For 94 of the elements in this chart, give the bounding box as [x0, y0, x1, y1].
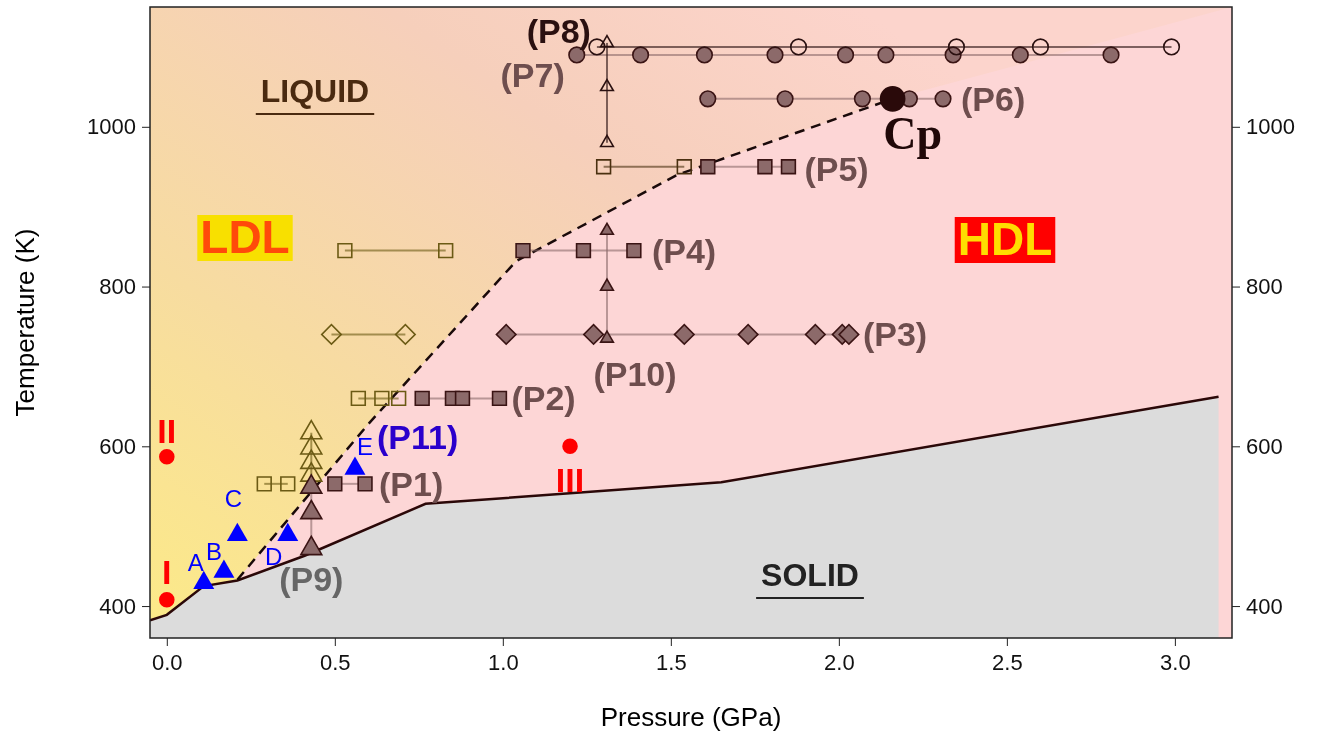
series-label: (P2) — [511, 379, 576, 418]
point — [934, 90, 952, 108]
point — [804, 323, 826, 346]
point — [599, 34, 615, 48]
point — [853, 90, 871, 108]
point — [1102, 46, 1120, 64]
point — [757, 159, 773, 175]
point — [1011, 46, 1029, 64]
x-tick-label: 2.0 — [824, 649, 855, 675]
point — [737, 323, 759, 346]
point — [676, 159, 692, 175]
y-axis-title: Temperature (K) — [10, 228, 40, 417]
annotation: D — [265, 542, 283, 570]
annotation: HDL — [957, 213, 1053, 265]
y-tick-label: 600 — [99, 433, 136, 459]
y2-tick-label: 600 — [1246, 433, 1283, 459]
point — [599, 330, 615, 343]
point — [838, 323, 860, 346]
point — [562, 438, 578, 455]
x-tick-label: 3.0 — [1160, 649, 1191, 675]
point — [1162, 38, 1181, 56]
point — [695, 46, 714, 64]
point — [491, 390, 508, 407]
y-tick-label: 800 — [99, 274, 136, 300]
annotation: B — [205, 537, 222, 565]
point — [159, 591, 175, 608]
y2-tick-label: 400 — [1246, 593, 1283, 619]
x-tick-label: 0.5 — [320, 649, 351, 675]
series-label: (P8) — [526, 11, 591, 50]
point — [159, 448, 175, 465]
point — [575, 242, 592, 259]
point — [879, 86, 906, 112]
point — [780, 159, 797, 175]
series-label: (P11) — [376, 417, 459, 456]
point — [673, 323, 695, 346]
series-label: (P5) — [804, 149, 869, 188]
point — [350, 390, 367, 407]
annotation: II — [157, 411, 177, 450]
annotation: LIQUID — [260, 73, 370, 109]
y-tick-label: 1000 — [87, 114, 136, 140]
point — [374, 390, 390, 407]
point — [454, 390, 471, 407]
point — [595, 159, 612, 175]
point — [438, 242, 454, 259]
point — [327, 476, 343, 492]
point — [583, 323, 605, 346]
annotation: A — [187, 548, 204, 576]
point — [1031, 38, 1050, 56]
series-label: (P1) — [379, 464, 444, 503]
point — [256, 476, 272, 492]
point — [394, 323, 416, 346]
series-label: (P6) — [961, 79, 1026, 118]
point — [599, 278, 615, 292]
point — [632, 46, 650, 64]
y2-tick-label: 1000 — [1246, 114, 1295, 140]
series-label: (P3) — [862, 315, 928, 354]
annotation: I — [162, 552, 172, 591]
annotation: LDL — [200, 211, 290, 263]
x-tick-label: 1.5 — [656, 649, 687, 675]
x-tick-label: 2.5 — [992, 649, 1023, 675]
point — [789, 38, 808, 56]
point — [700, 159, 716, 175]
point — [599, 222, 615, 236]
point — [280, 476, 296, 492]
x-tick-label: 0.0 — [152, 649, 183, 675]
series-label: (P7) — [500, 55, 565, 94]
annotation: E — [356, 432, 373, 460]
point — [599, 78, 615, 92]
point — [337, 242, 353, 259]
point — [357, 476, 373, 492]
y2-tick-label: 800 — [1246, 274, 1283, 300]
point — [599, 134, 615, 148]
series-label: (P4) — [651, 231, 717, 270]
point — [776, 90, 794, 108]
point — [877, 46, 895, 64]
point — [390, 390, 407, 407]
point — [699, 90, 717, 108]
point — [414, 390, 430, 407]
point — [626, 242, 642, 259]
annotation: C — [224, 484, 243, 512]
x-axis-title: Pressure (GPa) — [600, 702, 782, 732]
annotation: Cp — [883, 107, 943, 159]
y-tick-label: 400 — [99, 593, 136, 619]
point — [588, 38, 606, 56]
point — [515, 242, 531, 259]
point — [495, 323, 517, 346]
series-label: (P10) — [593, 355, 677, 394]
point — [836, 46, 855, 64]
point — [947, 38, 966, 56]
annotation: III — [555, 461, 585, 500]
point — [320, 323, 342, 346]
annotation: SOLID — [761, 557, 859, 593]
x-tick-label: 1.0 — [488, 649, 519, 675]
point — [766, 46, 784, 64]
